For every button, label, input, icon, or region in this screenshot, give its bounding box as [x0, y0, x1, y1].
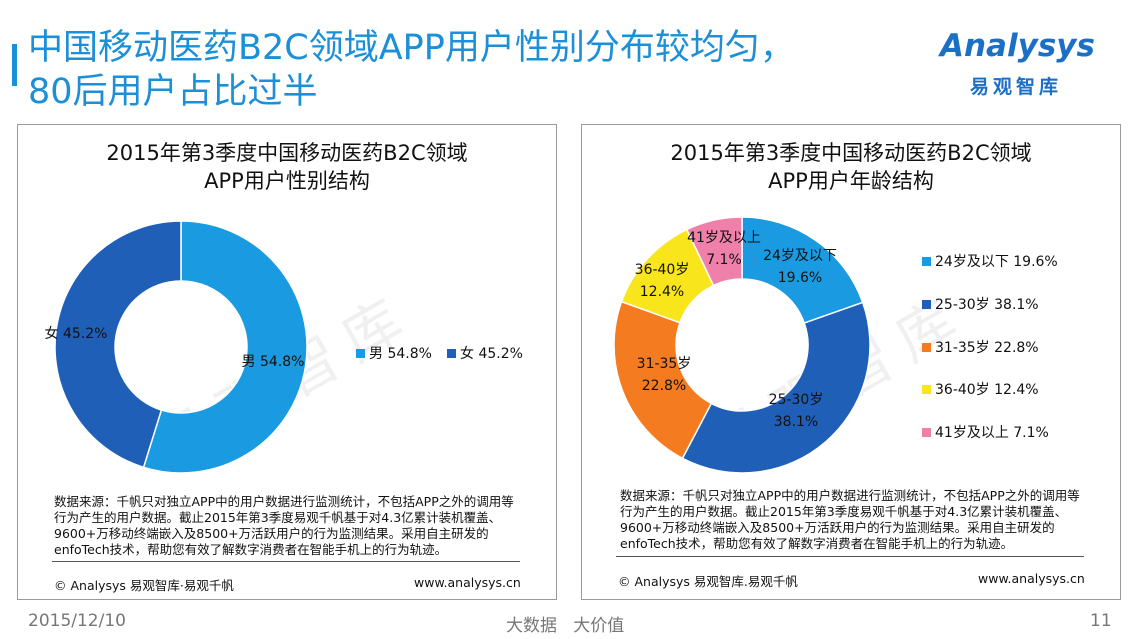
gender-chart-title-line1: 2015年第3季度中国移动医药B2C领域 [106, 141, 468, 165]
page-title: 中国移动医药B2C领域APP用户性别分布较均匀， 80后用户占比过半 [28, 26, 888, 114]
legend-item-1-3: 36-40岁 12.4% [922, 379, 1039, 399]
age-chart-panel: 易观智库 2015年第3季度中国移动医药B2C领域 APP用户年龄结构 24岁及… [581, 124, 1121, 600]
age-chart-title-line1: 2015年第3季度中国移动医药B2C领域 [670, 141, 1032, 165]
gender-url: www.analysys.cn [414, 575, 521, 590]
gender-chart-title-line2: APP用户性别结构 [204, 169, 370, 193]
donut-slice-1-2 [613, 300, 713, 460]
legend-label: 24岁及以下 19.6% [935, 254, 1058, 270]
data-label-1-2: 31-35岁 22.8% [637, 356, 692, 394]
legend-label: 36-40岁 12.4% [935, 382, 1039, 398]
data-label-1-1: 25-30岁 38.1% [769, 392, 824, 430]
legend-label: 男 54.8% [369, 346, 432, 362]
donut-slice-0-0 [142, 220, 308, 474]
data-label-1-3: 36-40岁 12.4% [635, 262, 690, 300]
data-label-0-0: 男 54.8% [242, 354, 305, 370]
legend-label: 女 45.2% [460, 346, 523, 362]
legend-swatch [922, 342, 931, 352]
footer-slogan: 大数据 大价值 [506, 616, 625, 636]
gender-copyright: © Analysys 易观智库·易观千帆 [54, 578, 234, 593]
page-number: 11 [1090, 611, 1112, 631]
logo-wordmark: Analysys [940, 28, 1095, 64]
age-footer-divider [616, 556, 1084, 557]
legend-swatch [447, 348, 456, 358]
logo-subtitle: 易观智库 [970, 76, 1063, 98]
data-label-1-0: 24岁及以下 19.6% [763, 248, 837, 286]
legend-label: 25-30岁 38.1% [935, 297, 1039, 313]
legend-swatch [356, 348, 365, 358]
donut-slice-1-1 [681, 301, 871, 474]
gender-footer-divider [52, 561, 520, 562]
age-donut-chart: 24岁及以下 19.6% 25-30岁 38.1% 31-35岁 22.8% 36-40岁 1… [613, 216, 871, 474]
legend-swatch [922, 299, 931, 309]
data-label-1-4: 41岁及以上 7.1% [687, 230, 761, 268]
analysys-logo: Analysys 易观智库 [940, 28, 1110, 100]
age-copyright: © Analysys 易观智库.易观千帆 [618, 574, 798, 589]
age-url: www.analysys.cn [978, 571, 1085, 586]
data-label-0-1: 女 45.2% [45, 325, 108, 342]
donut-slice-1-4 [685, 216, 743, 287]
legend-item-1-0: 24岁及以下 19.6% [922, 251, 1058, 271]
gender-data-source-note: 数据来源：千帆只对独立APP中的用户数据进行监测统计，不包括APP之外的调用等行… [54, 494, 514, 557]
legend-item-0-1: 女 45.2% [447, 343, 523, 363]
donut-slice-0-1 [54, 220, 182, 469]
age-chart-title-line2: APP用户年龄结构 [768, 169, 934, 193]
age-data-source-note: 数据来源：千帆只对独立APP中的用户数据进行监测统计，不包括APP之外的调用等行… [620, 488, 1080, 551]
page-title-line2: 80后用户占比过半 [28, 72, 318, 112]
legend-swatch [922, 256, 931, 266]
legend-item-1-4: 41岁及以上 7.1% [922, 422, 1049, 442]
gender-chart-panel: 易观智库 2015年第3季度中国移动医药B2C领域 APP用户性别结构 男 54… [17, 124, 557, 600]
legend-item-0-0: 男 54.8% [356, 343, 432, 363]
legend-item-1-2: 31-35岁 22.8% [922, 337, 1039, 357]
legend-swatch [922, 427, 931, 437]
legend-label: 31-35岁 22.8% [935, 340, 1039, 356]
page-title-line1: 中国移动医药B2C领域APP用户性别分布较均匀， [28, 28, 795, 68]
gender-donut-chart: 男 54.8% 女 45.2% [45, 220, 308, 474]
legend-label: 41岁及以上 7.1% [935, 425, 1049, 441]
legend-swatch [922, 384, 931, 394]
legend-item-1-1: 25-30岁 38.1% [922, 294, 1039, 314]
title-accent-bar [12, 44, 17, 86]
footer-date: 2015/12/10 [28, 611, 126, 631]
